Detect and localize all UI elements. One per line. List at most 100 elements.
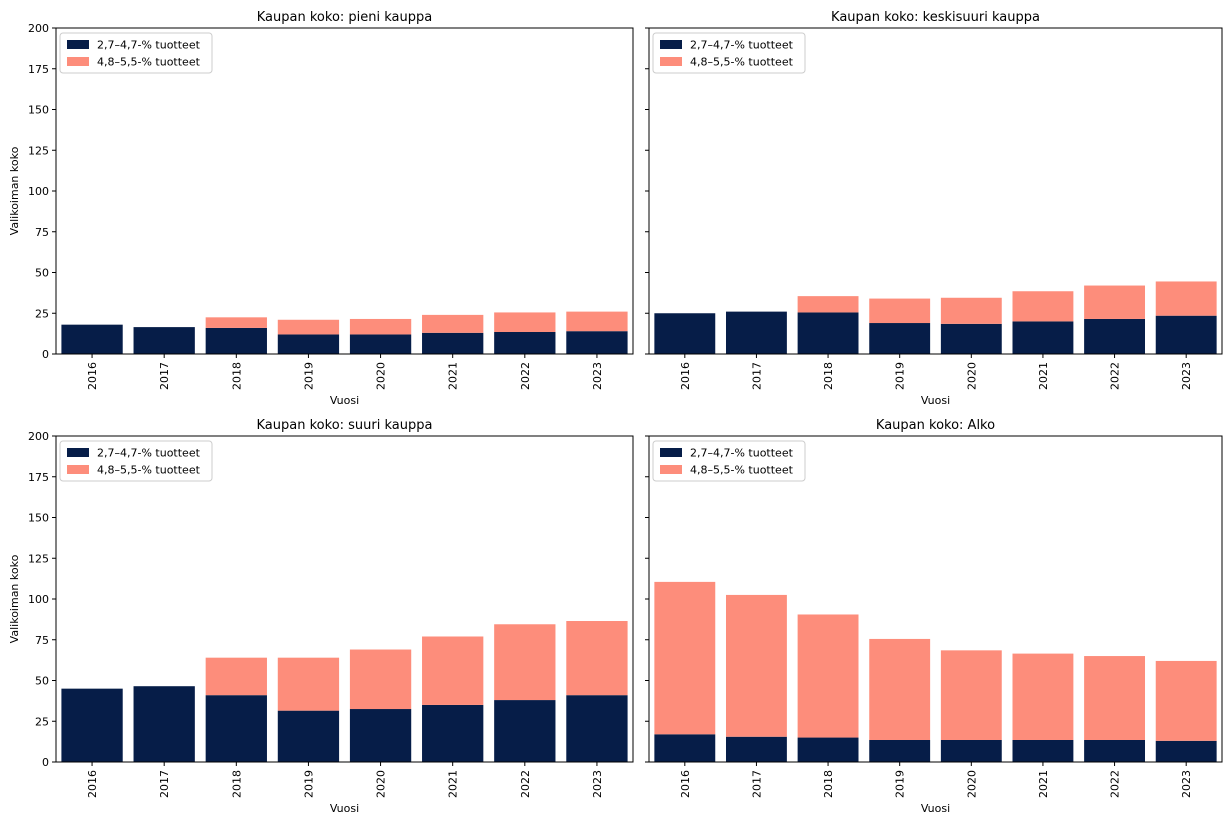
bar-high-2017: [725, 594, 787, 737]
x-axis-label: Vuosi: [921, 394, 950, 407]
x-tick-label: 2018: [230, 770, 243, 798]
x-tick-label: 2019: [894, 362, 907, 390]
x-tick-label: 2017: [158, 770, 171, 798]
y-tick-label: 125: [28, 552, 49, 565]
bar-high-2021: [422, 314, 484, 333]
bar-low-2018: [205, 695, 267, 762]
bar-low-2023: [1155, 740, 1217, 762]
plot-frame: [648, 435, 1223, 763]
y-tick-label: 25: [35, 307, 49, 320]
bar-high-2019: [277, 319, 340, 335]
bar-high-2021: [1012, 653, 1074, 740]
y-tick-label: 175: [28, 63, 49, 76]
bar-high-2018: [797, 614, 859, 738]
x-tick-label: 2018: [822, 362, 835, 390]
y-tick-label: 100: [28, 593, 49, 606]
bar-low-2023: [566, 695, 628, 762]
bar-low-2017: [725, 736, 787, 762]
bar-high-2019: [869, 298, 931, 324]
plot-frame: [648, 27, 1223, 355]
x-axis-label: Vuosi: [330, 394, 359, 407]
bar-low-2017: [133, 686, 195, 762]
legend-swatch-low: [660, 40, 682, 49]
legend-label: 4,8–5,5-% tuotteet: [97, 56, 201, 69]
bar-low-2016: [654, 734, 716, 762]
x-tick-label: 2021: [447, 362, 460, 390]
bar-high-2020: [349, 318, 412, 335]
x-tick-label: 2019: [894, 770, 907, 798]
bar-high-2020: [940, 297, 1002, 324]
y-tick-label: 0: [42, 348, 49, 361]
x-tick-label: 2018: [822, 770, 835, 798]
x-tick-label: 2019: [302, 362, 315, 390]
bar-low-2022: [494, 331, 556, 354]
x-tick-label: 2023: [591, 362, 604, 390]
y-tick-label: 25: [35, 715, 49, 728]
y-tick-label: 150: [28, 104, 49, 117]
legend: 2,7–4,7-% tuotteet 4,8–5,5-% tuotteet: [652, 440, 806, 482]
x-tick-label: 2019: [302, 770, 315, 798]
chart-title: Kaupan koko: keskisuuri kauppa: [831, 10, 1040, 25]
bar-low-2022: [1084, 318, 1146, 354]
legend-swatch-high: [660, 57, 682, 66]
chart-panel-3: Kaupan koko: suuri kauppa 0 25 50 75 100 125 15…: [8, 418, 634, 814]
y-tick-label: 150: [28, 512, 49, 525]
bar-low-2022: [1084, 739, 1146, 762]
legend: 2,7–4,7-% tuotteet 4,8–5,5-% tuotteet: [652, 32, 806, 74]
bar-high-2022: [1084, 285, 1146, 319]
bar-low-2016: [654, 313, 716, 354]
bar-low-2021: [1012, 739, 1074, 762]
x-tick-label: 2023: [1180, 362, 1193, 390]
bar-low-2019: [869, 323, 931, 354]
y-tick-label: 125: [28, 144, 49, 157]
chart-panel-2: Kaupan koko: keskisuuri kauppa 2016 2017 20…: [645, 10, 1223, 407]
y-tick-label: 100: [28, 185, 49, 198]
x-tick-label: 2021: [1037, 362, 1050, 390]
legend-label: 4,8–5,5-% tuotteet: [690, 56, 794, 69]
bar-low-2020: [349, 334, 412, 354]
legend-box: [652, 32, 806, 74]
x-tick-label: 2018: [230, 362, 243, 390]
bar-low-2023: [1155, 315, 1217, 354]
x-tick-label: 2017: [750, 362, 763, 390]
bar-high-2019: [277, 657, 340, 711]
legend-box: [59, 440, 213, 482]
y-tick-label: 50: [35, 675, 49, 688]
bar-high-2022: [494, 312, 556, 332]
x-tick-label: 2022: [1109, 362, 1122, 390]
bar-low-2018: [205, 327, 267, 354]
legend-swatch-high: [67, 57, 89, 66]
y-tick-label: 50: [35, 267, 49, 280]
x-tick-label: 2016: [86, 362, 99, 390]
bar-low-2018: [797, 737, 859, 762]
y-axis-label: Valikoiman koko: [8, 146, 21, 235]
bar-high-2018: [205, 657, 267, 696]
chart-panel-4: Kaupan koko: Alko 2016 2017 2018 2019 2020 202…: [645, 418, 1223, 814]
bar-low-2021: [422, 332, 484, 354]
x-tick-label: 2016: [679, 362, 692, 390]
legend-label: 2,7–4,7-% tuotteet: [97, 447, 201, 460]
x-tick-label: 2022: [1109, 770, 1122, 798]
x-tick-label: 2020: [965, 770, 978, 798]
legend-swatch-low: [67, 40, 89, 49]
x-tick-label: 2023: [1180, 770, 1193, 798]
y-tick-label: 75: [35, 634, 49, 647]
bar-high-2023: [1155, 281, 1217, 316]
chart-title: Kaupan koko: suuri kauppa: [257, 418, 433, 433]
bar-low-2020: [349, 709, 412, 762]
bar-high-2020: [940, 650, 1002, 740]
legend-label: 4,8–5,5-% tuotteet: [97, 464, 201, 477]
bar-high-2022: [1084, 656, 1146, 740]
legend: 2,7–4,7-% tuotteet 4,8–5,5-% tuotteet: [59, 440, 213, 482]
x-tick-label: 2022: [519, 770, 532, 798]
x-axis-label: Vuosi: [921, 802, 950, 814]
bar-high-2018: [797, 296, 859, 313]
bar-low-2020: [940, 323, 1002, 354]
bar-high-2019: [869, 638, 931, 740]
bar-high-2018: [205, 317, 267, 328]
legend: 2,7–4,7-% tuotteet 4,8–5,5-% tuotteet: [59, 32, 213, 74]
legend-label: 2,7–4,7-% tuotteet: [690, 39, 794, 52]
bar-high-2021: [422, 636, 484, 705]
bar-low-2020: [940, 739, 1002, 762]
